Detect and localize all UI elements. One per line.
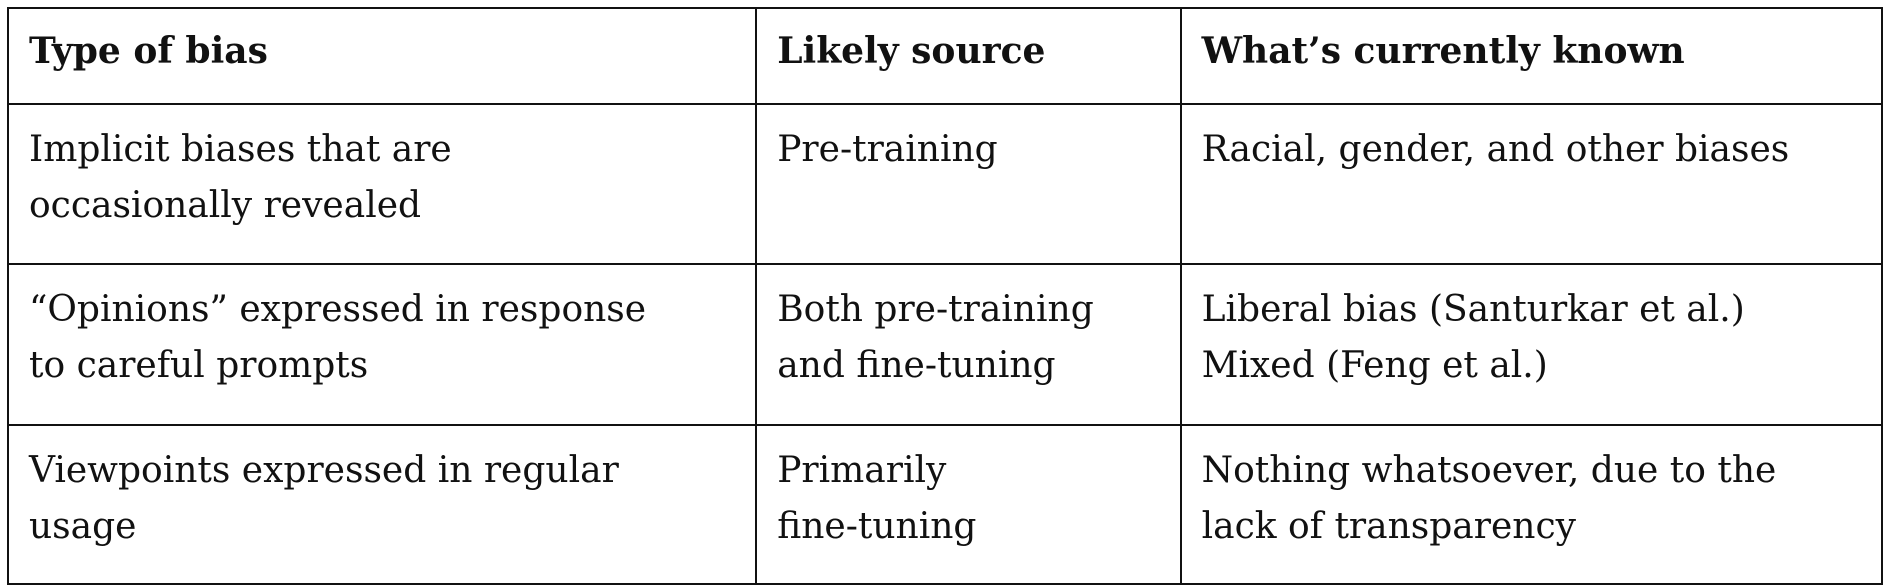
cell-line: Pre-training [777, 129, 998, 170]
cell-line: “Opinions” expressed in response [29, 289, 647, 330]
header-cell: What’s currently known [1179, 7, 1884, 105]
cell-line: Liberal bias (Santurkar et al.) [1201, 289, 1745, 330]
cell-line: lack of transparency [1201, 506, 1576, 547]
cell-line: and fine-tuning [777, 345, 1056, 386]
cell-line: occasionally revealed [29, 185, 422, 226]
table-row: Viewpoints expressed in regular usage Prim… [6, 424, 1884, 585]
cell-line: Both pre-training [777, 289, 1094, 330]
cell-line: usage [29, 506, 137, 547]
cell-line: Primarily [777, 450, 947, 491]
table-cell: Implicit biases that are occasionally rev… [6, 103, 758, 265]
cell-line: Racial, gender, and other biases [1201, 129, 1790, 170]
table-cell: Pre-training [755, 103, 1182, 265]
table-cell: Nothing whatsoever, due to the lack of tr… [1179, 424, 1884, 585]
bias-table: Type of bias Likely source What’s currentl… [6, 7, 1884, 585]
table-cell: Primarily fine-tuning [755, 424, 1182, 585]
table-cell: “Opinions” expressed in response to caref… [6, 263, 758, 426]
header-row: Type of bias Likely source What’s currentl… [6, 7, 1884, 105]
header-cell: Type of bias [6, 7, 758, 105]
cell-line: to careful prompts [29, 345, 369, 386]
table-cell: Both pre-training and fine-tuning [755, 263, 1182, 426]
cell-line: Mixed (Feng et al.) [1201, 345, 1548, 386]
cell-line: Viewpoints expressed in regular [29, 450, 619, 491]
cell-line: Nothing whatsoever, due to the [1201, 450, 1777, 491]
table-cell: Racial, gender, and other biases [1179, 103, 1884, 265]
cell-line: Implicit biases that are [29, 129, 452, 170]
table-row: Implicit biases that are occasionally rev… [6, 103, 1884, 265]
table-cell: Viewpoints expressed in regular usage [6, 424, 758, 585]
table-cell: Liberal bias (Santurkar et al.) Mixed (Fe… [1179, 263, 1884, 426]
cell-line: fine-tuning [777, 506, 977, 547]
table-row: “Opinions” expressed in response to caref… [6, 263, 1884, 426]
header-cell: Likely source [755, 7, 1182, 105]
